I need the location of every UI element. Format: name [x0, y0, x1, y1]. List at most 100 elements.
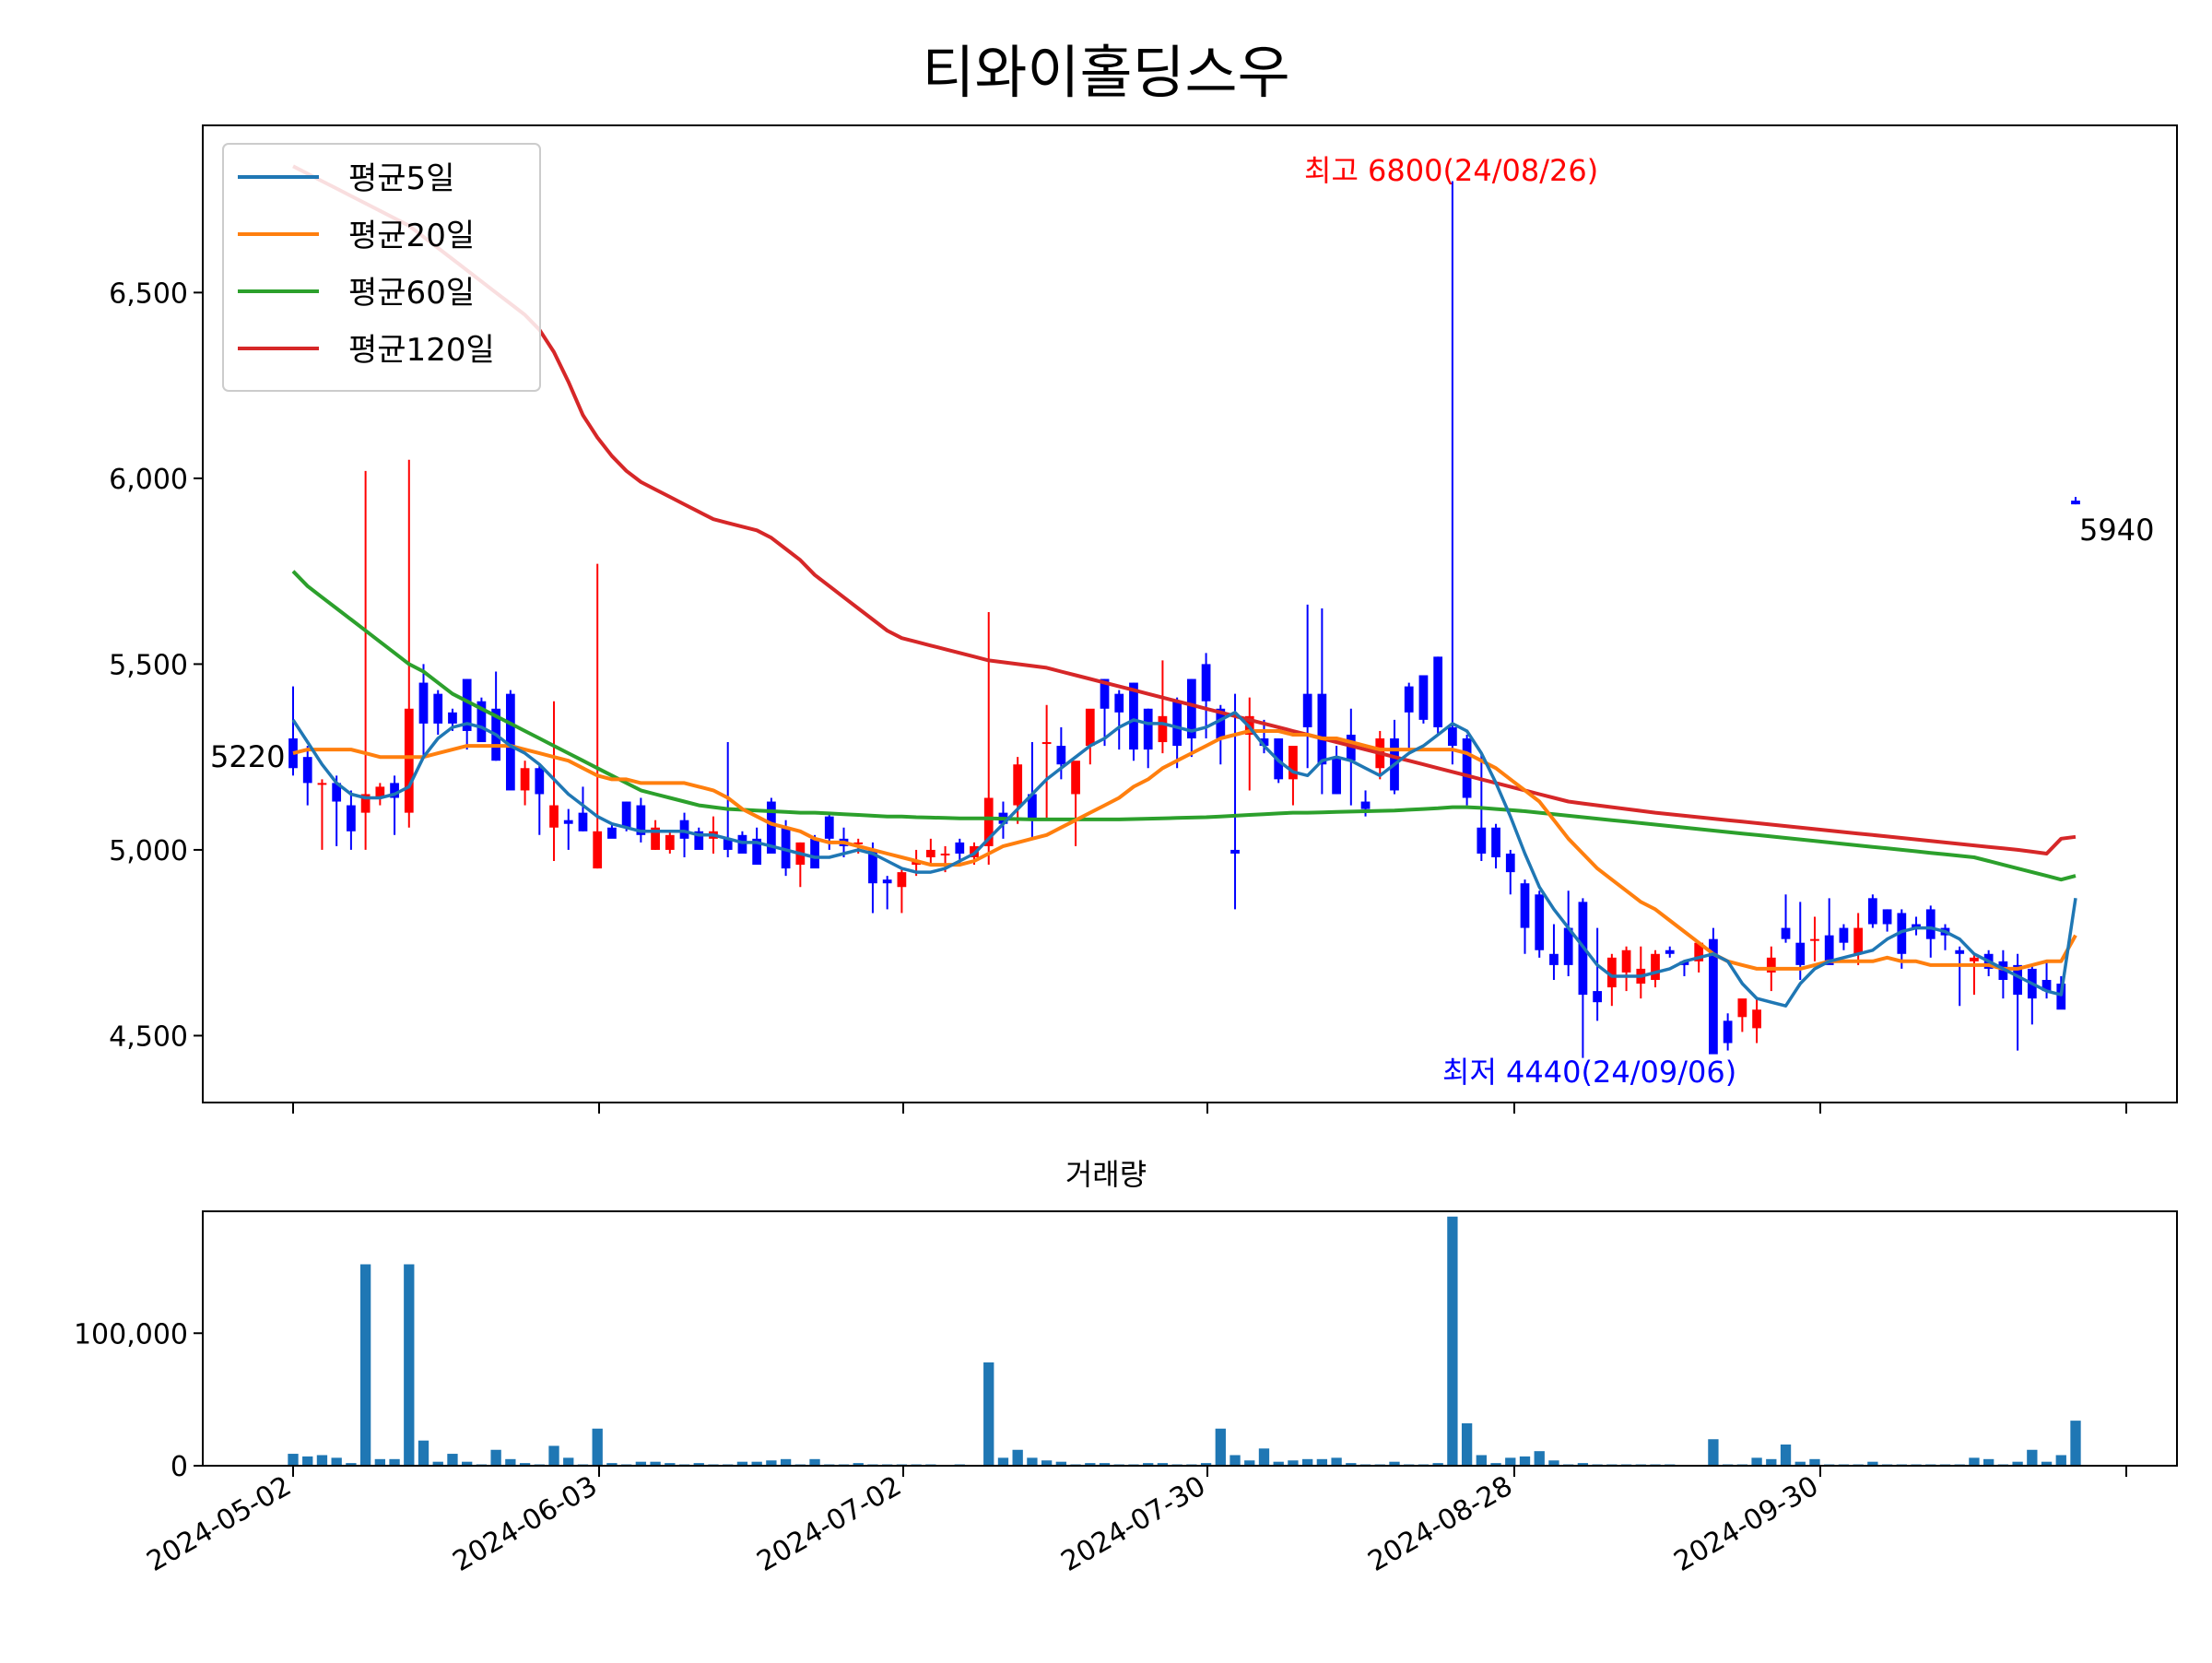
volume-bar [1331, 1457, 1342, 1466]
candle-body [1520, 883, 1530, 928]
candle-body [1505, 853, 1515, 873]
volume-bar [1258, 1448, 1270, 1466]
last-price-label: 5940 [2079, 513, 2154, 548]
volume-bar [606, 1463, 618, 1466]
volume-bar [1027, 1457, 1038, 1466]
price-y-tick-label: 6,500 [109, 277, 188, 310]
candle-body [375, 786, 385, 798]
low-annotation: 최저 4440(24/09/06) [1442, 1055, 1736, 1090]
candle-body [549, 805, 559, 828]
volume-bar [1346, 1463, 1357, 1466]
candle-body [1766, 957, 1776, 973]
volume-bar [1751, 1457, 1762, 1466]
volume-bar [432, 1461, 443, 1466]
volume-bar [1447, 1216, 1458, 1466]
candle-body [1317, 693, 1327, 765]
candle-body [1970, 957, 1979, 961]
candle-body [1158, 715, 1168, 743]
candle-body [1230, 849, 1240, 854]
x-tick-label: 2024-07-02 [752, 1470, 907, 1578]
volume-y-tick-label: 100,000 [74, 1318, 188, 1350]
volume-bar [1766, 1458, 1777, 1466]
candle-body [940, 853, 950, 855]
candle-body [477, 701, 487, 743]
candle-body [1114, 693, 1124, 713]
candle-body [1259, 738, 1269, 747]
candle-body [404, 708, 414, 813]
candle-body [288, 738, 298, 769]
candle-body [433, 693, 443, 724]
candle-body [1824, 935, 1834, 965]
candle-body [390, 783, 399, 798]
volume-bar [2012, 1461, 2023, 1466]
volume-bar [780, 1458, 792, 1466]
volume-bar [1476, 1455, 1487, 1466]
candle-body [1143, 708, 1153, 750]
volume-bar [1534, 1451, 1545, 1466]
candle-body [1288, 746, 1298, 780]
volume-bar [1215, 1428, 1226, 1466]
candle-body [983, 797, 994, 846]
candle-body [925, 849, 935, 857]
high-annotation: 최고 6800(24/08/26) [1304, 153, 1598, 188]
candle-body [1723, 1020, 1733, 1044]
candle-body [1795, 942, 1806, 965]
legend-label: 평균120일 [348, 332, 495, 369]
price-y-tick-label: 5,000 [109, 835, 188, 867]
candle-body [535, 768, 545, 795]
candle-body [448, 712, 457, 724]
candle-body [810, 838, 819, 869]
volume-bar [2041, 1461, 2053, 1466]
candle-body [520, 768, 530, 791]
candle-body [767, 801, 776, 854]
x-tick-label: 2024-08-28 [1363, 1470, 1518, 1578]
candle-body [679, 820, 689, 839]
candle-body [1549, 953, 1559, 965]
annotations: 최고 6800(24/08/26) 최저 4440(24/09/06) 5220 59… [210, 153, 2154, 1090]
volume-bar [693, 1463, 704, 1466]
candle-body [1129, 682, 1138, 750]
volume-bar [462, 1461, 473, 1466]
candle-body [1100, 678, 1110, 709]
candle-body [1621, 949, 1631, 973]
volume-bar [2055, 1455, 2066, 1466]
volume-bar [490, 1449, 501, 1466]
candle-body [1302, 693, 1312, 727]
volume-bar [1505, 1457, 1516, 1466]
candle-body [1186, 678, 1196, 739]
candle-body [781, 827, 791, 869]
volume-bar [1794, 1461, 1806, 1466]
volume-bar [853, 1463, 864, 1466]
volume-bar [1983, 1458, 1994, 1466]
candle-body [1071, 761, 1080, 795]
candle-body [1651, 953, 1660, 980]
volume-bar [404, 1264, 415, 1466]
ma5-line [291, 711, 2077, 1008]
volume-bar [1432, 1463, 1443, 1466]
ma120-line [292, 164, 2077, 855]
candle-body [1433, 656, 1443, 727]
legend-box [222, 143, 541, 392]
volume-bar [983, 1362, 994, 1466]
volume-bar [1708, 1439, 1719, 1466]
volume-bar [1244, 1460, 1255, 1466]
price-panel: 4,500 5,000 5,500 6,000 6,500 [109, 164, 2127, 1114]
candle-body [1462, 738, 1472, 798]
candle-body [1912, 924, 1921, 928]
candle-body [1172, 701, 1182, 747]
candle-body [737, 834, 747, 854]
ma20-line [292, 729, 2077, 971]
candle-body [1665, 949, 1675, 954]
chart-title: 티와이홀딩스우 [922, 39, 1289, 106]
first-price-label: 5220 [210, 739, 285, 774]
candle-body [1593, 991, 1602, 1003]
volume-panel: 0 100,000 2024-05-02 2024-06-03 2024-07-02 20… [74, 1216, 2127, 1578]
candle-body [621, 801, 631, 828]
candle-body [1737, 998, 1747, 1018]
volume-bar [1012, 1449, 1023, 1466]
volume-bar [418, 1440, 429, 1466]
candle-body [1013, 764, 1023, 806]
candle-body [332, 783, 342, 802]
candle-body [1563, 927, 1573, 965]
